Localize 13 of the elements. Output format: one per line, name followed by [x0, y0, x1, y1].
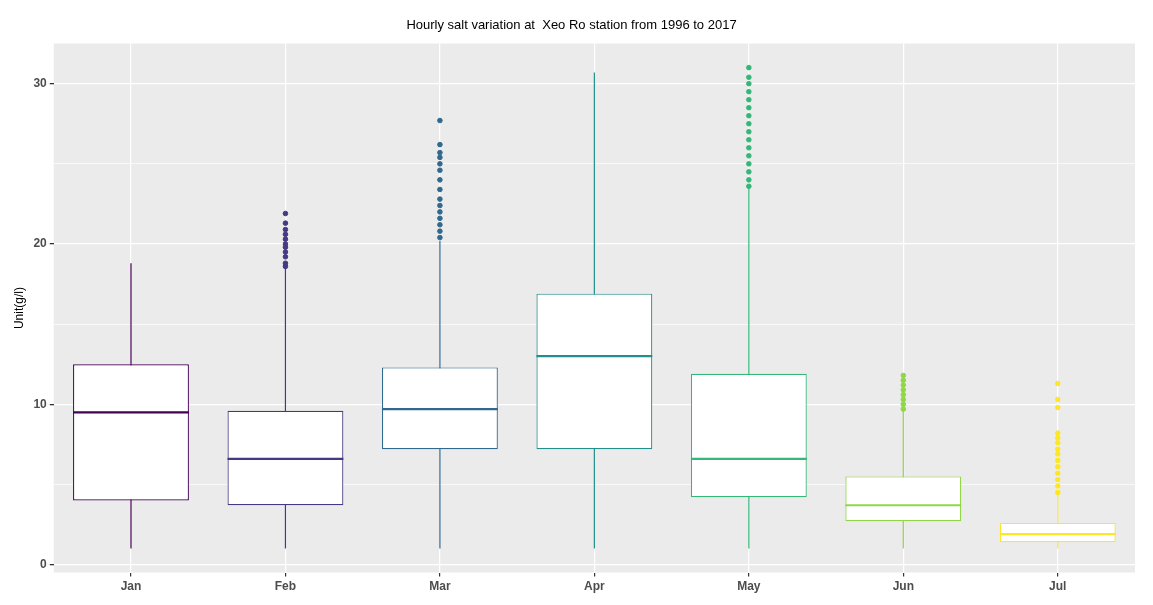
y-tick-label: 30 [33, 75, 48, 90]
y-tick-label: 20 [33, 236, 48, 251]
y-tick-label: 0 [40, 556, 48, 571]
chart-title: Hourly salt variation at Xeo Ro station from 1996 to 2017 [406, 17, 737, 33]
x-tick-label: Jul [1049, 579, 1067, 594]
x-tick-label: Feb [274, 579, 297, 594]
y-axis-title: Unit(g/l) [11, 287, 26, 330]
x-tick-label: Jan [120, 579, 142, 594]
y-tick-label: 10 [33, 396, 48, 411]
x-tick-label: May [737, 579, 761, 594]
x-tick-label: Jun [892, 579, 914, 594]
x-tick-label: Mar [429, 579, 451, 594]
x-tick-label: Apr [584, 579, 606, 594]
